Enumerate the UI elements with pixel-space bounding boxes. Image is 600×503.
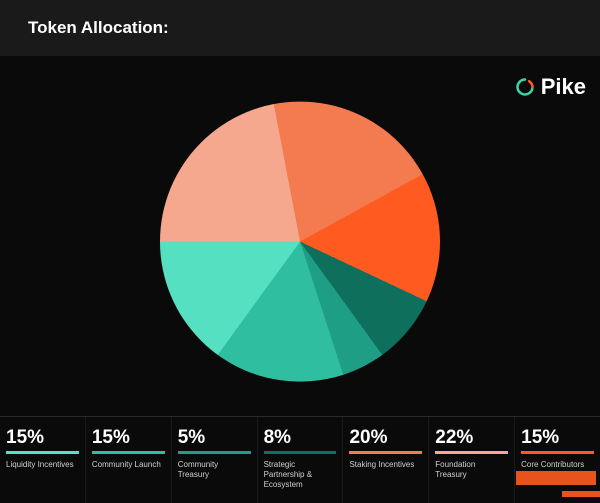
page-title: Token Allocation: — [28, 18, 572, 38]
legend-label: Foundation Treasury — [435, 460, 508, 480]
overlay-accent-bar — [516, 471, 596, 485]
legend-color-bar — [264, 451, 337, 454]
legend-percent: 8% — [264, 427, 337, 449]
legend-item: 22% Foundation Treasury — [429, 417, 515, 503]
legend-item: 20% Staking Incentives — [343, 417, 429, 503]
legend: 15% Liquidity Incentives 15% Community Laun… — [0, 416, 600, 503]
legend-label: Staking Incentives — [349, 460, 422, 470]
legend-percent: 20% — [349, 427, 422, 449]
legend-label: Community Treasury — [178, 460, 251, 480]
legend-color-bar — [435, 451, 508, 454]
header: Token Allocation: — [0, 0, 600, 56]
legend-percent: 22% — [435, 427, 508, 449]
legend-item: 8% Strategic Partnership & Ecosystem — [258, 417, 344, 503]
legend-item: 15% Liquidity Incentives — [0, 417, 86, 503]
legend-label: Strategic Partnership & Ecosystem — [264, 460, 337, 490]
legend-percent: 15% — [6, 427, 79, 449]
legend-label: Core Contributors — [521, 460, 594, 470]
legend-color-bar — [521, 451, 594, 454]
legend-color-bar — [6, 451, 79, 454]
pie-chart — [160, 102, 440, 382]
legend-percent: 15% — [92, 427, 165, 449]
legend-color-bar — [92, 451, 165, 454]
brand-logo: Pike — [515, 74, 586, 100]
brand-icon — [515, 77, 535, 97]
legend-color-bar — [178, 451, 251, 454]
brand-name: Pike — [541, 74, 586, 100]
legend-item: 5% Community Treasury — [172, 417, 258, 503]
chart-area: Pike — [0, 56, 600, 416]
legend-color-bar — [349, 451, 422, 454]
legend-percent: 15% — [521, 427, 594, 449]
legend-label: Community Launch — [92, 460, 165, 470]
legend-item: 15% Community Launch — [86, 417, 172, 503]
legend-label: Liquidity Incentives — [6, 460, 79, 470]
legend-percent: 5% — [178, 427, 251, 449]
overlay-accent-bar-small — [562, 491, 600, 497]
